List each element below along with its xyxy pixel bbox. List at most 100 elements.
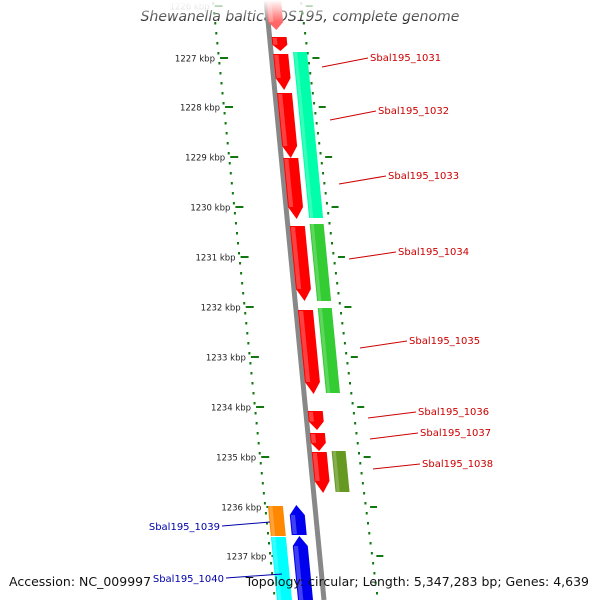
ruler-dot: [334, 272, 337, 275]
gene-label-text: Sbal195_1035: [409, 336, 480, 347]
ruler-dot: [337, 292, 340, 295]
ruler-label: 1237 kbp: [226, 553, 266, 563]
gene-label-text: Sbal195_1032: [378, 106, 449, 117]
ruler-dot: [230, 182, 233, 185]
cog-block: [270, 537, 293, 600]
ruler-label: 1227 kbp: [175, 55, 215, 65]
gene-leader-line: [225, 573, 283, 579]
cog-block: [296, 90, 318, 157]
ruler-dot: [235, 232, 238, 235]
ruler-dot: [352, 412, 355, 415]
ruler-dot: [309, 72, 312, 75]
ruler-dot: [249, 362, 252, 365]
gene-labels: Sbal195_1031 Sbal195_1032 Sbal195_1033 Sbal…: [149, 53, 493, 585]
gene-label: Sbal195_1031: [321, 53, 441, 68]
ruler-dot: [260, 472, 263, 475]
cog-block: [331, 451, 350, 492]
ruler-dot: [322, 172, 325, 175]
accession-text: Accession: NC_009997: [9, 574, 152, 589]
ruler-dot: [240, 272, 243, 275]
ruler-dot: [351, 402, 354, 405]
ruler-dot: [331, 242, 334, 245]
gene-label-text: Sbal195_1037: [420, 428, 491, 439]
ruler-dot: [341, 322, 344, 325]
ruler-dot: [304, 32, 307, 35]
ruler-dot: [349, 382, 352, 385]
gene-leader-line: [372, 463, 421, 470]
ruler-dot: [363, 492, 366, 495]
ruler-dot: [302, 22, 305, 25]
ruler-dot: [234, 222, 237, 225]
ruler-dot: [347, 372, 350, 375]
gene-leader-line: [329, 110, 377, 121]
gene-label: Sbal195_1033: [338, 171, 459, 185]
ruler-dot: [271, 572, 274, 575]
gene-arrow-plus: [297, 310, 320, 394]
ruler-dot: [221, 92, 224, 95]
gene-arrow-plus: [276, 93, 298, 158]
ruler-dot: [258, 452, 261, 455]
cog-track: [267, 52, 350, 600]
ruler-dot: [261, 482, 264, 485]
ruler-dot: [251, 382, 254, 385]
ruler-dot: [318, 142, 321, 145]
ruler-dot: [350, 392, 353, 395]
cog-block: [267, 506, 286, 536]
gene-label: Sbal195_1034: [348, 247, 469, 260]
ruler-dot: [226, 142, 229, 145]
ruler-dot: [232, 202, 235, 205]
gene-leader-line: [338, 175, 387, 185]
gene-arrow-plus: [309, 433, 326, 451]
gene-arrow-plus: [307, 411, 324, 430]
backbone-line: [263, 0, 327, 600]
gene-leader-line: [221, 521, 271, 527]
ruler-label: 1232 kbp: [201, 304, 241, 314]
ruler-dot: [315, 122, 318, 125]
ruler-dot: [265, 522, 268, 525]
ruler-dot: [248, 352, 251, 355]
ruler-dot: [225, 132, 228, 135]
ruler-dot: [372, 562, 375, 565]
gene-label-text: Sbal195_1034: [398, 247, 469, 258]
ruler-dot: [216, 42, 219, 45]
gene-leader-line: [348, 251, 397, 260]
gene-label: Sbal195_1039: [149, 521, 271, 533]
ruler-dot: [223, 112, 226, 115]
ruler-dot: [264, 512, 267, 515]
ruler-dot: [263, 502, 266, 505]
ruler-dot: [222, 102, 225, 105]
gene-label: Sbal195_1035: [359, 336, 480, 349]
gene-label-text: Sbal195_1031: [370, 53, 441, 64]
gene-arrow-plus: [289, 226, 311, 301]
ruler-dots-outer: [300, 2, 378, 595]
ruler-dot: [355, 432, 358, 435]
ruler-dot: [257, 442, 260, 445]
ruler-dot: [368, 532, 371, 535]
gene-label: Sbal195_1037: [369, 428, 491, 440]
ruler-dot: [246, 332, 249, 335]
ruler-dot: [333, 262, 336, 265]
gene-label-text: Sbal195_1033: [388, 171, 459, 182]
gene-label: Sbal195_1032: [329, 106, 449, 121]
ruler-dot: [310, 82, 313, 85]
ruler-dots-inner: [212, 2, 276, 595]
ruler-dot: [217, 52, 220, 55]
ruler-label: 1236 kbp: [221, 504, 261, 514]
ruler-dot: [259, 462, 262, 465]
ruler-dot: [336, 282, 339, 285]
ruler-dot: [243, 302, 246, 305]
ruler-dot: [374, 582, 377, 585]
ruler-dot: [316, 132, 319, 135]
ruler-dot: [237, 242, 240, 245]
ruler-dot: [247, 342, 250, 345]
ruler-dot: [224, 122, 227, 125]
gene-arrow-plus: [283, 158, 304, 219]
gene-label-text: Sbal195_1036: [418, 407, 489, 418]
ruler-dot: [373, 572, 376, 575]
ruler-dot: [329, 232, 332, 235]
gene-label: Sbal195_1040: [153, 573, 283, 585]
gene-track: [265, 0, 330, 600]
ruler-dot: [305, 42, 308, 45]
